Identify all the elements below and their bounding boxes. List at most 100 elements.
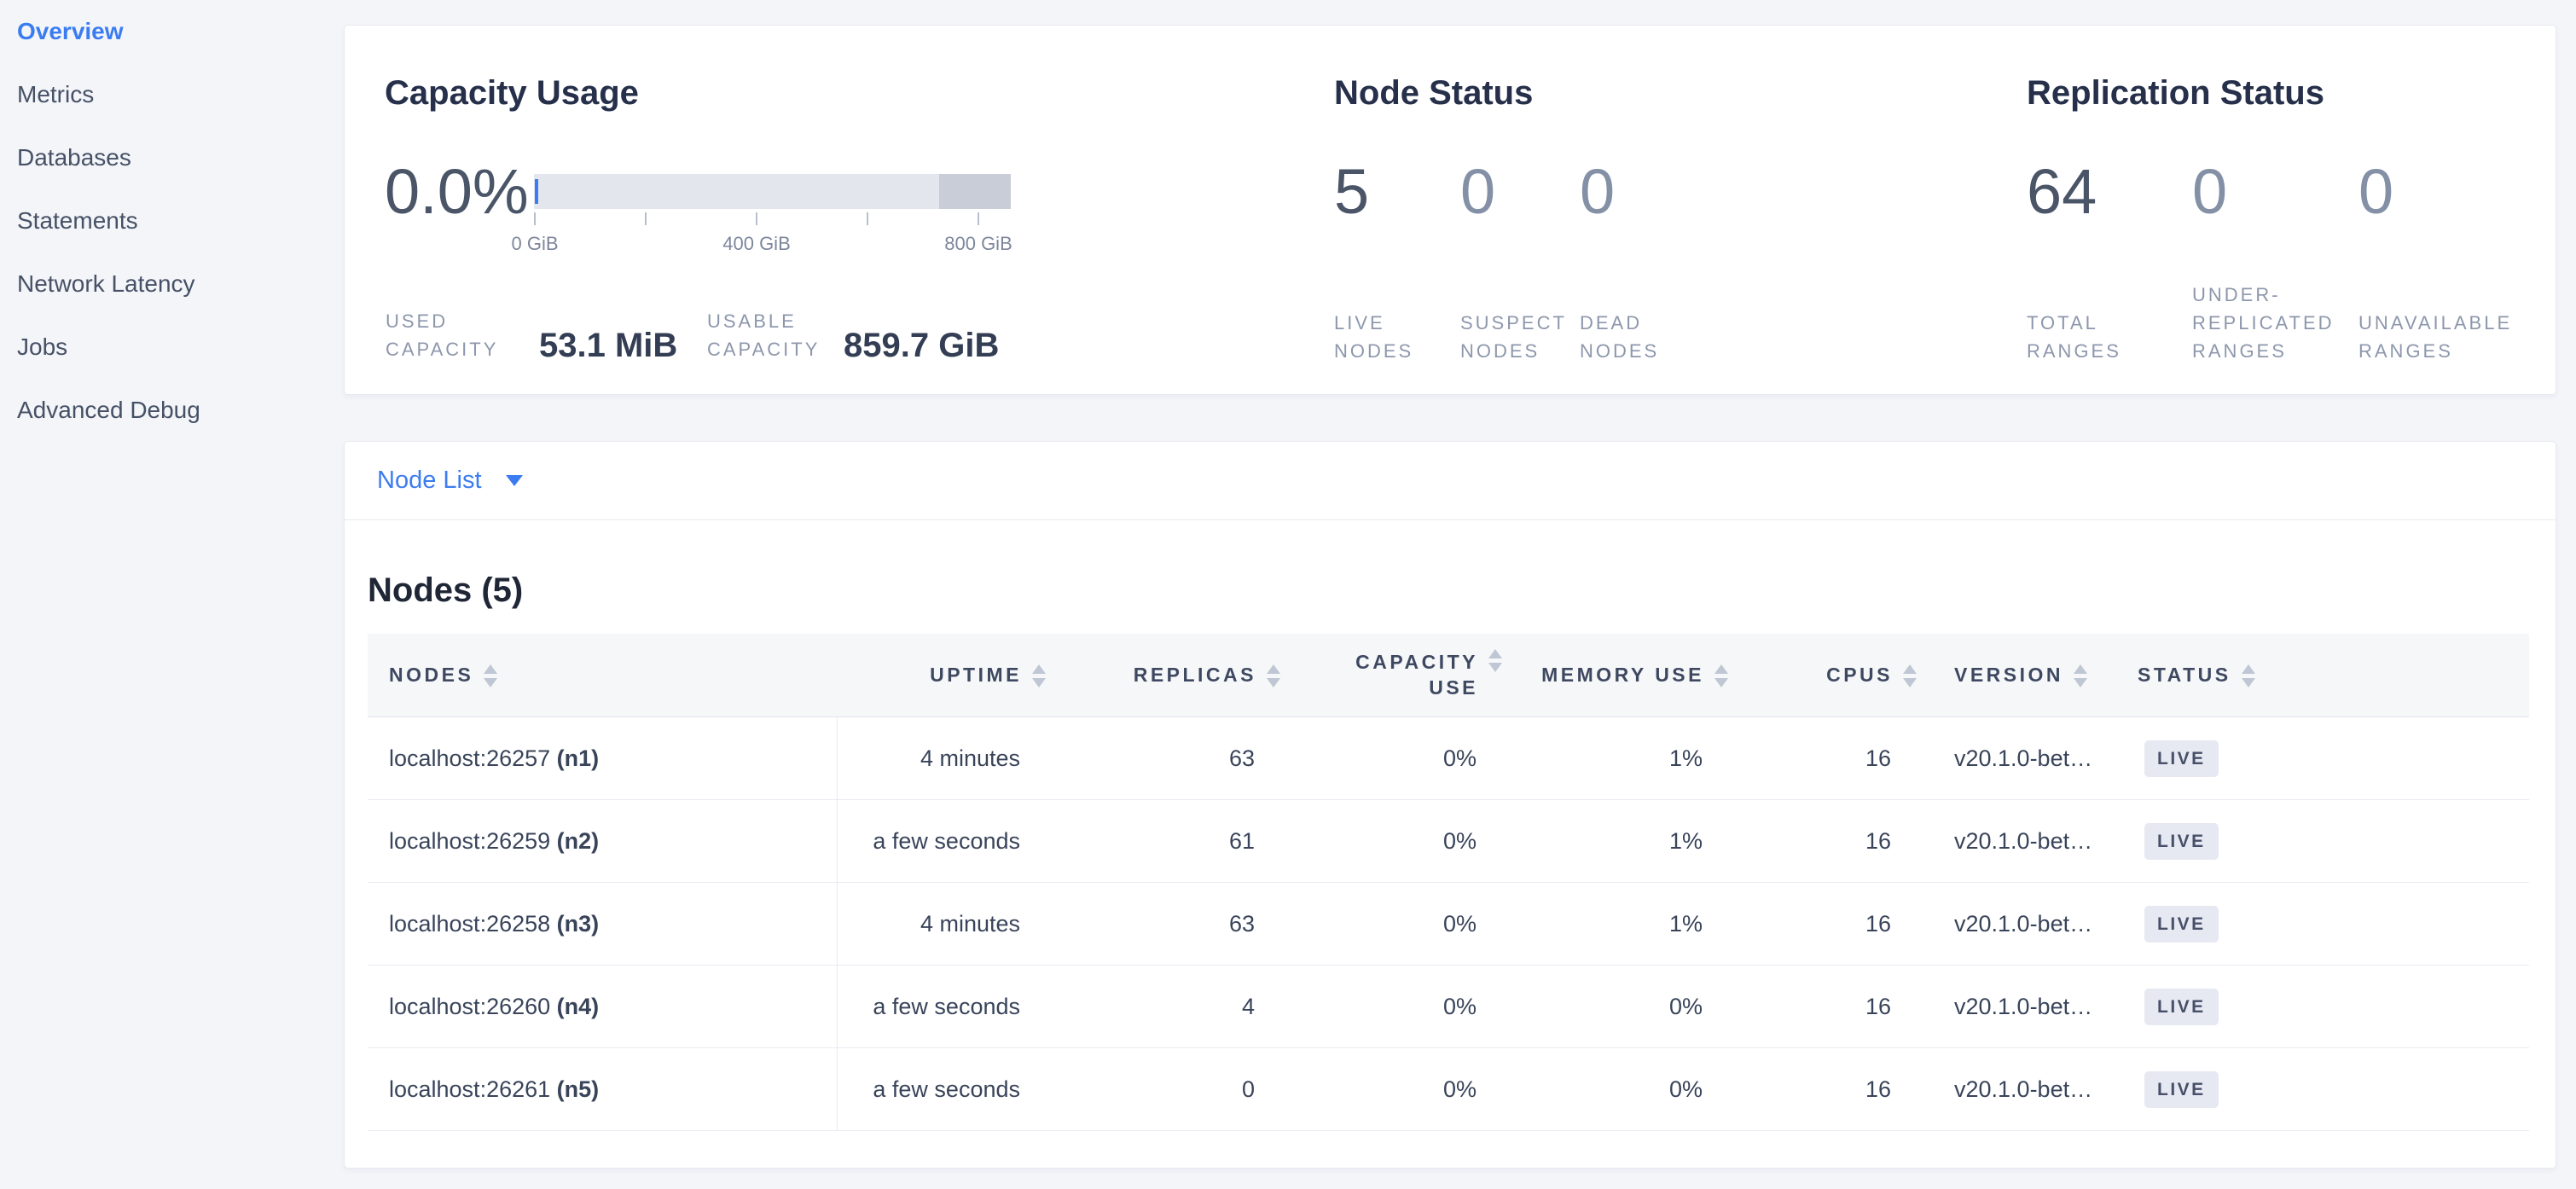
sort-icon: [1903, 664, 1917, 687]
used-capacity-label: USED CAPACITY: [386, 310, 499, 360]
cell-node: localhost:26257 (n1): [389, 717, 599, 799]
column-header-replicas[interactable]: REPLICAS: [1024, 634, 1280, 717]
column-label: UPTIME: [930, 664, 1022, 687]
table-row[interactable]: localhost:26260 (n4) a few seconds 4 0% 0% 16…: [368, 966, 2529, 1048]
cell-replicas: 63: [1228, 910, 1255, 937]
sidebar-item-statements[interactable]: Statements: [17, 207, 138, 234]
column-label: CPUS: [1826, 664, 1893, 687]
cell-capacity-use: 0%: [1442, 827, 1477, 854]
axis-tick: [534, 212, 536, 225]
sidebar-item-overview[interactable]: Overview: [17, 18, 124, 44]
axis-tick: [978, 212, 979, 225]
stat-label: SUSPECT NODES: [1460, 312, 1567, 362]
used-capacity-value: 53.1 MiB: [539, 327, 678, 364]
nodes-section-title: Nodes (5): [368, 571, 524, 609]
table-row[interactable]: localhost:26258 (n3) 4 minutes 63 0% 1% 16 v20…: [368, 883, 2529, 966]
column-header-version[interactable]: VERSION: [1954, 634, 2088, 717]
sidebar: Overview Metrics Databases Statements Networ…: [0, 0, 344, 1189]
column-label: MEMORY USE: [1541, 664, 1704, 687]
cell-memory-use: 0%: [1668, 1076, 1703, 1102]
cell-version: v20.1.0-bet…: [1954, 993, 2093, 1019]
cell-cpus: 16: [1865, 1076, 1891, 1102]
capacity-usage-title: Capacity Usage: [385, 74, 639, 112]
column-header-status[interactable]: STATUS: [2138, 634, 2255, 717]
table-header: NODES UPTIME REPLICAS CAPACITY USE MEMORY US…: [368, 634, 2529, 717]
stat-dead-nodes: 0 DEAD NODES: [1580, 160, 1716, 365]
node-address: localhost:26261: [389, 1076, 551, 1102]
stat-value: 0: [1580, 156, 1616, 227]
stat-value: 0: [2358, 156, 2394, 227]
node-status-stats: 5 LIVE NODES 0 SUSPECT NODES 0 DEAD NODES: [1334, 160, 1716, 365]
cell-replicas: 63: [1228, 745, 1255, 771]
table-row[interactable]: localhost:26259 (n2) a few seconds 61 0% 1% 1…: [368, 800, 2529, 883]
axis-tick: [867, 212, 868, 225]
node-list-bar: Node List: [345, 442, 2556, 520]
cell-replicas: 4: [1241, 993, 1255, 1019]
status-badge: LIVE: [2144, 822, 2219, 860]
axis-label-800: 800 GiB: [944, 233, 1012, 254]
capacity-used-marker: [535, 179, 538, 204]
column-header-memory-use[interactable]: MEMORY USE: [1472, 634, 1728, 717]
node-id: (n5): [550, 1076, 600, 1102]
cell-memory-use: 1%: [1668, 827, 1703, 854]
cell-memory-use: 1%: [1668, 745, 1703, 771]
sidebar-item-databases[interactable]: Databases: [17, 144, 131, 171]
cell-capacity-use: 0%: [1442, 745, 1477, 771]
usable-capacity-label: USABLE CAPACITY: [707, 310, 821, 360]
node-list-dropdown-label: Node List: [377, 467, 482, 494]
column-header-capacity-use[interactable]: CAPACITY USE: [1289, 634, 1502, 717]
axis-tick: [645, 212, 647, 225]
status-badge: LIVE: [2144, 988, 2219, 1025]
sidebar-item-advanced-debug[interactable]: Advanced Debug: [17, 397, 200, 423]
cell-version: v20.1.0-bet…: [1954, 1076, 2093, 1102]
cell-memory-use: 0%: [1668, 993, 1703, 1019]
cell-node: localhost:26259 (n2): [389, 800, 599, 882]
cell-status: LIVE: [2144, 717, 2219, 799]
stat-label: DEAD NODES: [1580, 312, 1660, 362]
capacity-gauge-reserved-segment: [939, 174, 1011, 209]
sort-icon: [1714, 664, 1728, 687]
node-address: localhost:26258: [389, 910, 551, 937]
cell-memory-use: 1%: [1668, 910, 1703, 937]
replication-status-title: Replication Status: [2027, 74, 2324, 112]
table-row[interactable]: localhost:26261 (n5) a few seconds 0 0% 0% 16…: [368, 1048, 2529, 1131]
cell-uptime: 4 minutes: [920, 745, 1020, 771]
column-header-uptime[interactable]: UPTIME: [790, 634, 1046, 717]
cell-version: v20.1.0-bet…: [1954, 827, 2093, 854]
column-header-nodes[interactable]: NODES: [389, 634, 498, 717]
nodes-card: Node List Nodes (5) NODES UPTIME REPLICAS C…: [344, 441, 2556, 1169]
node-address: localhost:26259: [389, 827, 551, 854]
cell-uptime: a few seconds: [873, 1076, 1020, 1102]
table-row[interactable]: localhost:26257 (n1) 4 minutes 63 0% 1% 16 v20…: [368, 717, 2529, 800]
cell-node: localhost:26261 (n5): [389, 1048, 599, 1130]
table-body: localhost:26257 (n1) 4 minutes 63 0% 1% 16 v20…: [368, 717, 2529, 1131]
cell-cpus: 16: [1865, 745, 1891, 771]
stat-label: LIVE NODES: [1334, 312, 1414, 362]
cell-version: v20.1.0-bet…: [1954, 910, 2093, 937]
column-header-cpus[interactable]: CPUS: [1746, 634, 1917, 717]
column-divider: [837, 717, 838, 1131]
node-id: (n3): [550, 910, 600, 937]
cell-status: LIVE: [2144, 883, 2219, 965]
stat-label: TOTAL RANGES: [2027, 312, 2121, 362]
stat-value: 64: [2027, 156, 2097, 227]
stat-value: 0: [1460, 156, 1496, 227]
sort-icon: [1267, 664, 1280, 687]
cell-capacity-use: 0%: [1442, 910, 1477, 937]
sort-icon: [1488, 649, 1502, 672]
cell-replicas: 61: [1228, 827, 1255, 854]
node-id: (n1): [550, 745, 600, 771]
node-list-dropdown[interactable]: Node List: [377, 467, 523, 495]
node-id: (n2): [550, 827, 600, 854]
axis-tick: [756, 212, 757, 225]
sidebar-item-metrics[interactable]: Metrics: [17, 81, 95, 107]
cell-cpus: 16: [1865, 910, 1891, 937]
sidebar-item-jobs[interactable]: Jobs: [17, 334, 68, 360]
sort-icon: [2241, 664, 2255, 687]
cell-uptime: a few seconds: [873, 827, 1020, 854]
axis-label-400: 400 GiB: [722, 233, 791, 254]
node-address: localhost:26257: [389, 745, 551, 771]
cell-cpus: 16: [1865, 827, 1891, 854]
sidebar-item-network-latency[interactable]: Network Latency: [17, 270, 195, 297]
capacity-gauge: 0 GiB 400 GiB 800 GiB: [511, 174, 1012, 285]
